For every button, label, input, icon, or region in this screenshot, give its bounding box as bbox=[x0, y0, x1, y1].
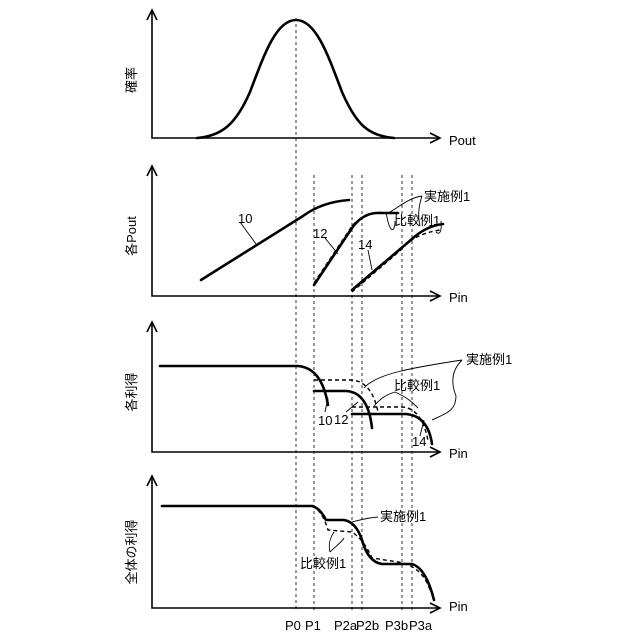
gain-y-label: 各利得 bbox=[124, 372, 139, 411]
prob-y-label: 確率 bbox=[124, 67, 139, 93]
pout-label-14: 14 bbox=[358, 237, 372, 252]
panel-each-gain: 10 12 14 実施例1 比較例1 各利得 Pin bbox=[124, 322, 512, 461]
leader-14-pout bbox=[368, 250, 372, 270]
tick-p2b: P2b bbox=[356, 618, 379, 633]
panel-probability: 確率 Pout bbox=[124, 10, 476, 148]
amp12-pout-embodiment-curve bbox=[314, 213, 398, 285]
pout-label-10: 10 bbox=[238, 211, 252, 226]
tick-p3b: P3b bbox=[385, 618, 408, 633]
panel-total-gain: 実施例1 比較例1 全体の利得 Pin bbox=[124, 476, 468, 614]
leader-comparison-gain bbox=[374, 392, 418, 408]
tick-p1: P1 bbox=[305, 618, 321, 633]
tick-p2a: P2a bbox=[334, 618, 358, 633]
pout-label-comparison: 比較例1 bbox=[394, 213, 440, 228]
gain-label-12: 12 bbox=[334, 412, 348, 427]
total-y-label: 全体の利得 bbox=[124, 519, 139, 584]
leader-comparison-total bbox=[329, 532, 344, 552]
prob-x-label: Pout bbox=[449, 133, 476, 148]
probability-curve bbox=[197, 20, 394, 138]
pout-x-label: Pin bbox=[449, 290, 468, 305]
tick-p3a: P3a bbox=[409, 618, 433, 633]
total-x-label: Pin bbox=[449, 599, 468, 614]
amp14-pout-embodiment-curve bbox=[352, 224, 443, 290]
pout-y-label: 各Pout bbox=[124, 216, 139, 256]
gain-label-comparison: 比較例1 bbox=[394, 378, 440, 393]
pout-label-embodiment: 実施例1 bbox=[424, 189, 470, 204]
gain-label-14: 14 bbox=[412, 434, 426, 449]
leader-embodiment-total bbox=[352, 517, 378, 522]
amp10-gain-curve bbox=[160, 366, 328, 405]
tick-p0: P0 bbox=[285, 618, 301, 633]
gain-x-label: Pin bbox=[449, 446, 468, 461]
gain-label-10: 10 bbox=[318, 413, 332, 428]
total-label-embodiment: 実施例1 bbox=[380, 509, 426, 524]
pout-label-12: 12 bbox=[313, 226, 327, 241]
panel-each-pout: 10 12 14 実施例1 比較例1 各Pout Pin bbox=[124, 166, 470, 305]
gain-label-embodiment: 実施例1 bbox=[466, 352, 512, 367]
total-label-comparison: 比較例1 bbox=[300, 556, 346, 571]
pin-tick-labels: P0 P1 P2a P2b P3b P3a bbox=[285, 618, 433, 633]
